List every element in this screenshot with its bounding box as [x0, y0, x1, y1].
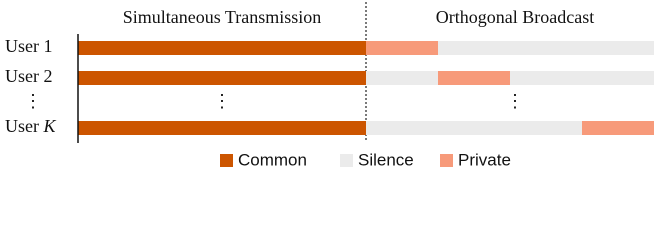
user-label-prefix: User: [5, 116, 39, 136]
common-segment: [78, 121, 366, 135]
ellipsis: ⋮: [213, 91, 231, 111]
silence-segment: [366, 71, 438, 85]
legend-label: Common: [238, 150, 307, 169]
silence-segment: [510, 71, 654, 85]
common-segment: [78, 71, 366, 85]
legend-label: Private: [458, 150, 511, 169]
silence-segment: [366, 121, 582, 135]
common-segment: [78, 41, 366, 55]
user-label: User 1: [5, 36, 53, 56]
legend-label: Silence: [358, 150, 414, 169]
legend-swatch: [440, 154, 453, 167]
silence-segment: [438, 41, 654, 55]
private-segment: [366, 41, 438, 55]
private-segment: [582, 121, 654, 135]
diagram: Simultaneous Transmission Orthogonal Bro…: [5, 2, 654, 169]
private-segment: [438, 71, 510, 85]
phase-label: Simultaneous Transmission: [123, 7, 322, 27]
legend-swatch: [220, 154, 233, 167]
user-label: User K: [5, 116, 57, 136]
legend-swatch: [340, 154, 353, 167]
user-label-var: K: [43, 116, 57, 136]
phase-label: Orthogonal Broadcast: [436, 7, 594, 27]
ellipsis: ⋮: [24, 91, 42, 111]
user-label: User 2: [5, 66, 53, 86]
ellipsis: ⋮: [506, 91, 524, 111]
